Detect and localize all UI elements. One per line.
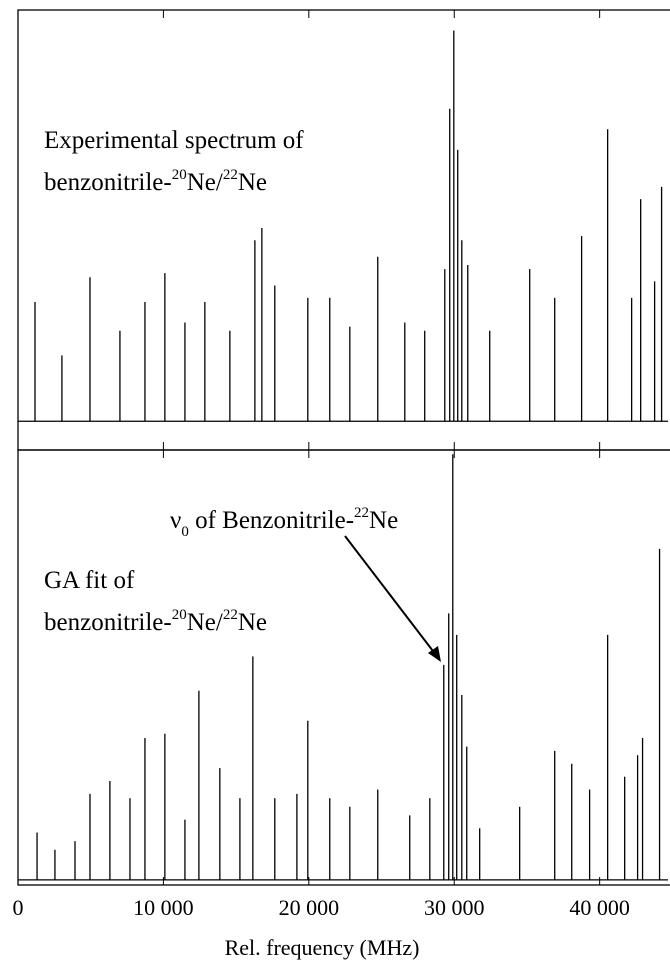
x-tick-label: 40 000 [569, 895, 630, 920]
x-tick-label: 0 [13, 895, 24, 920]
x-tick-label: 10 000 [133, 895, 194, 920]
annotation-part: Ne [369, 507, 398, 534]
x-tick-label: 30 000 [424, 895, 485, 920]
annotation-part: 22 [223, 167, 238, 183]
annotation-part: Ne [238, 609, 267, 636]
x-axis-title: Rel. frequency (MHz) [225, 935, 420, 960]
pointer-label: ν0 of Benzonitrile-22Ne [170, 505, 398, 540]
annotation: Experimental spectrum of [44, 127, 304, 154]
annotation-part: ν [170, 507, 181, 534]
annotation-part: Ne [238, 169, 267, 196]
annotation-part: Ne/ [187, 609, 223, 636]
annotation-part: 20 [172, 607, 187, 623]
annotation: GA fit of [44, 567, 135, 594]
annotation-part: 22 [354, 505, 369, 521]
annotation: benzonitrile-20Ne/22Ne [44, 607, 267, 636]
pointer-arrow [344, 535, 437, 656]
annotation-part: of Benzonitrile- [189, 507, 354, 534]
annotation-part: benzonitrile- [44, 609, 172, 636]
annotation-part: benzonitrile- [44, 169, 172, 196]
annotation-part: Ne/ [187, 169, 223, 196]
annotation-part: 22 [223, 607, 238, 623]
x-tick-label: 20 000 [279, 895, 340, 920]
annotation-part: 20 [172, 167, 187, 183]
annotation: benzonitrile-20Ne/22Ne [44, 167, 267, 196]
arrow-head [428, 646, 441, 662]
annotation-part: 0 [181, 524, 189, 540]
plot-frame [17, 9, 670, 451]
